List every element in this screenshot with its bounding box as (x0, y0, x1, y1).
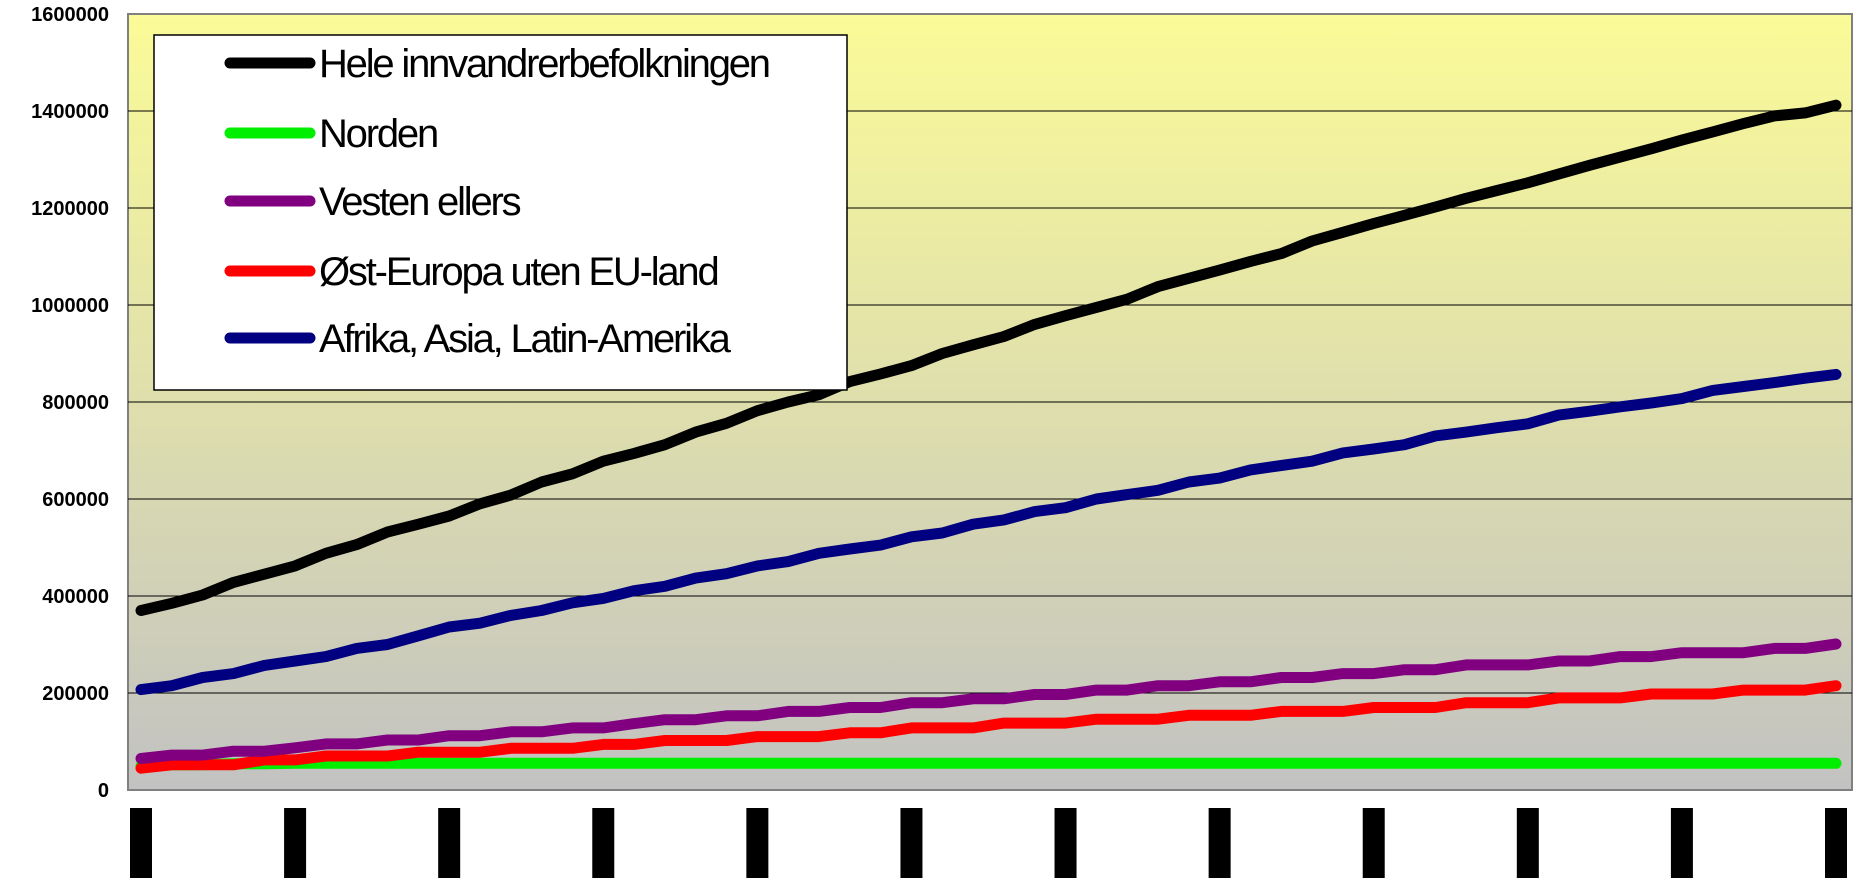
y-tick-label: 1600000 (31, 4, 109, 26)
x-tick-mark (746, 808, 769, 878)
series-line-norden (135, 757, 1842, 772)
legend-entry: Vesten ellers (224, 180, 523, 224)
x-tick-mark (1054, 808, 1077, 878)
x-tick-mark (1208, 808, 1231, 878)
y-tick-label: 400000 (42, 586, 109, 608)
legend-entry: Afrika, Asia, Latin-Amerika (224, 317, 734, 361)
series-lines (135, 99, 1842, 774)
x-tick-mark (1825, 808, 1847, 878)
y-tick-label: 1200000 (31, 198, 109, 220)
x-tick-mark (1670, 808, 1693, 878)
legend-label: Hele innvandrerbefolkningen (319, 42, 769, 86)
y-tick-label: 1400000 (31, 101, 109, 123)
y-axis: 0 200000 400000 600000 800000 1000000 1200000 1… (31, 4, 109, 802)
legend-entry: Norden (224, 112, 439, 156)
legend-box (153, 34, 848, 391)
legend: Hele innvandrerbefolkningen Norden Vesten … (153, 34, 848, 391)
x-tick-mark (1516, 808, 1539, 878)
series-line-afrika-asia-latin-amerika (135, 368, 1842, 696)
x-tick-mark (900, 808, 923, 878)
y-tick-label: 200000 (42, 683, 109, 705)
y-tick-label: 600000 (42, 489, 109, 511)
x-tick-mark (130, 808, 152, 878)
legend-label: Vesten ellers (319, 180, 521, 224)
series-line-hele-innvandrerbefolkningen (135, 99, 1842, 616)
legend-entry: Hele innvandrerbefolkningen (224, 42, 771, 86)
y-tick-label: 1000000 (31, 295, 109, 317)
x-tick-mark (284, 808, 307, 878)
legend-label: Øst-Europa uten EU-land (319, 250, 718, 294)
series-line-vesten-ellers (135, 638, 1842, 764)
legend-label: Afrika, Asia, Latin-Amerika (319, 317, 732, 361)
x-tick-mark (1362, 808, 1385, 878)
x-tick-mark (438, 808, 461, 878)
legend-entry: Øst-Europa uten EU-land (224, 250, 720, 294)
series-line-st-europa-uten-eu-land (135, 680, 1842, 774)
x-axis (130, 808, 1847, 878)
y-tick-label: 800000 (42, 392, 109, 414)
legend-label: Norden (319, 112, 437, 156)
x-tick-mark (592, 808, 615, 878)
y-tick-label: 0 (98, 780, 109, 802)
